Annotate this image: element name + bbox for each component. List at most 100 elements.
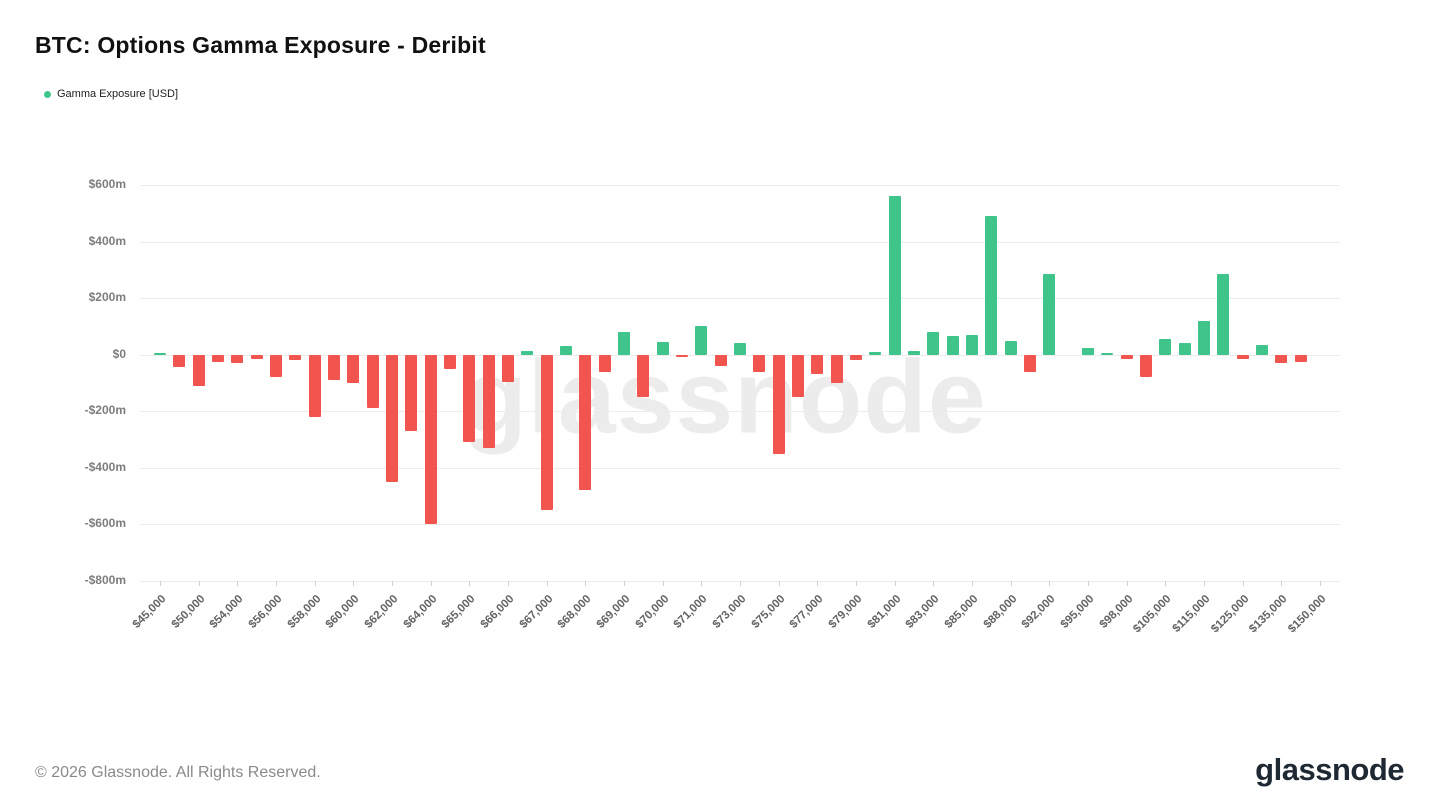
bar-strike-11[interactable]: [366, 354, 379, 409]
bar-$77,000[interactable]: [811, 354, 824, 375]
gridline: [140, 185, 1340, 186]
bar-strike-21[interactable]: [560, 346, 572, 355]
bar-$88,000[interactable]: [1004, 340, 1017, 355]
bar-strike-37[interactable]: [869, 351, 882, 355]
legend-item-gamma-exposure[interactable]: Gamma Exposure [USD]: [44, 88, 178, 100]
y-axis-tick-label: -$400m: [84, 459, 126, 474]
chart-title: BTC: Options Gamma Exposure - Deribit: [35, 32, 486, 58]
bar-strike-15[interactable]: [444, 354, 456, 369]
bar-$81,000[interactable]: [888, 196, 901, 355]
bar-$83,000[interactable]: [927, 332, 940, 355]
bar-$50,000[interactable]: [192, 354, 205, 386]
bar-strike-59[interactable]: [1294, 354, 1307, 362]
copyright-text: © 2026 Glassnode. All Rights Reserved.: [35, 764, 321, 781]
bar-strike-7[interactable]: [289, 354, 302, 361]
gridline: [140, 467, 1340, 469]
bar-$85,000[interactable]: [966, 334, 978, 355]
bar-strike-5[interactable]: [250, 354, 263, 359]
bar-$69,000[interactable]: [618, 332, 630, 355]
y-axis-tick-label: -$200m: [84, 403, 126, 418]
x-axis-tick: [1165, 581, 1167, 586]
bar-strike-17[interactable]: [482, 354, 495, 448]
x-axis-tick: [662, 581, 664, 586]
x-axis-tick: [1010, 581, 1012, 586]
gridline: [140, 524, 1340, 526]
bar-$70,000[interactable]: [656, 342, 669, 355]
y-axis-tick-label: $200m: [88, 290, 126, 305]
x-axis-tick: [1126, 581, 1128, 586]
x-axis-tick: [585, 581, 587, 586]
bar-$115,000[interactable]: [1198, 320, 1210, 355]
bar-$67,000[interactable]: [540, 354, 553, 511]
bar-strike-33[interactable]: [792, 354, 804, 398]
bar-strike-1[interactable]: [173, 354, 186, 368]
x-axis-tick: [353, 581, 355, 586]
bar-strike-55[interactable]: [1217, 274, 1230, 355]
bar-strike-53[interactable]: [1178, 343, 1191, 355]
x-axis-tick: [314, 581, 316, 586]
bar-strike-35[interactable]: [830, 354, 843, 383]
bar-strike-23[interactable]: [598, 354, 611, 372]
y-axis-tick-label: -$600m: [84, 516, 126, 531]
bar-strike-49[interactable]: [1101, 352, 1114, 355]
x-axis-tick: [856, 581, 857, 586]
bar-strike-29[interactable]: [714, 354, 727, 366]
bar-$54,000[interactable]: [231, 354, 244, 364]
bar-$92,000[interactable]: [1043, 274, 1056, 355]
bar-$135,000[interactable]: [1275, 354, 1288, 364]
bar-$64,000[interactable]: [424, 354, 437, 525]
bar-strike-45[interactable]: [1024, 354, 1036, 372]
bar-strike-27[interactable]: [676, 354, 688, 358]
bar-$73,000[interactable]: [734, 343, 746, 355]
bar-strike-25[interactable]: [637, 354, 650, 398]
x-axis-tick: [469, 581, 471, 586]
bar-$98,000[interactable]: [1120, 354, 1133, 359]
x-axis-tick: [933, 581, 935, 586]
bar-strike-3[interactable]: [212, 354, 224, 362]
bar-$79,000[interactable]: [850, 354, 862, 361]
bar-strike-31[interactable]: [753, 354, 766, 372]
x-axis-tick: [546, 581, 548, 586]
bar-$60,000[interactable]: [347, 354, 360, 383]
bar-$75,000[interactable]: [772, 354, 785, 454]
bar-strike-39[interactable]: [908, 350, 920, 355]
x-axis-tick: [392, 581, 393, 586]
bar-$71,000[interactable]: [695, 326, 708, 355]
x-axis-tick: [1281, 581, 1283, 586]
x-axis-tick: [1204, 581, 1205, 586]
bar-$58,000[interactable]: [308, 354, 321, 417]
x-axis-tick: [701, 581, 703, 586]
x-axis-tick: [1242, 581, 1244, 586]
bar-$125,000[interactable]: [1236, 354, 1249, 359]
bar-strike-9[interactable]: [328, 354, 340, 381]
y-axis-tick-label: $400m: [88, 233, 126, 248]
glassnode-logo: glassnode: [1255, 752, 1404, 787]
gridline: [140, 354, 1340, 356]
bar-$95,000[interactable]: [1082, 347, 1094, 355]
x-axis-tick: [972, 581, 973, 586]
x-axis-tick: [508, 581, 509, 586]
bar-strike-43[interactable]: [985, 216, 998, 355]
y-axis-tick-label: -$800m: [84, 573, 126, 587]
x-axis-tick: [740, 581, 741, 586]
bar-$45,000[interactable]: [154, 352, 166, 355]
x-axis-tick: [237, 581, 239, 586]
x-axis-tick: [160, 581, 161, 586]
bar-$68,000[interactable]: [579, 354, 592, 491]
bar-strike-13[interactable]: [405, 354, 418, 432]
x-axis-tick: [624, 581, 625, 586]
bar-strike-41[interactable]: [946, 336, 959, 355]
bar-strike-19[interactable]: [521, 350, 534, 355]
bar-$105,000[interactable]: [1159, 339, 1172, 355]
x-axis-tick: [894, 581, 896, 586]
x-axis-tick: [1088, 581, 1089, 586]
bar-$65,000[interactable]: [463, 354, 476, 443]
bar-strike-57[interactable]: [1256, 344, 1268, 355]
bar-$56,000[interactable]: [270, 354, 282, 378]
x-axis-tick: [1320, 581, 1321, 586]
bar-$62,000[interactable]: [386, 354, 398, 482]
bar-strike-51[interactable]: [1140, 354, 1152, 378]
bar-$66,000[interactable]: [502, 354, 514, 382]
plot-area: $600m $400m $200m $0 -$200m -$400m -$600m -$800…: [85, 177, 1340, 635]
